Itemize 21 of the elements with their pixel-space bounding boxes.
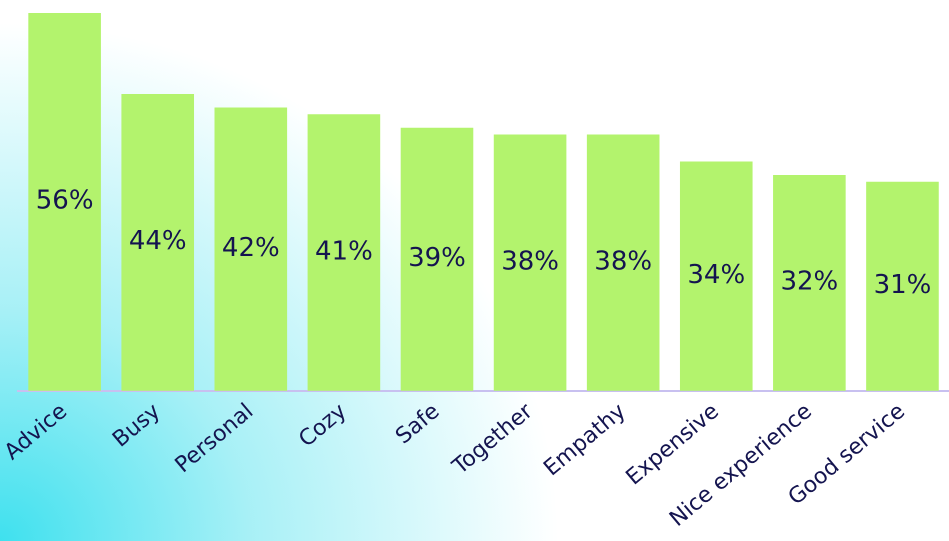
data-label: 38% [594,246,652,276]
bar [400,128,474,391]
bar [28,13,101,391]
bar [308,114,380,391]
data-label: 42% [222,232,280,263]
data-label: 39% [408,243,466,274]
data-label: 44% [128,226,187,256]
data-label: 56% [36,186,94,216]
data-label: 32% [780,266,838,297]
bar [866,182,939,391]
bar [586,134,660,391]
bar [680,161,753,391]
bar [121,94,194,391]
data-label: 34% [687,260,746,290]
bar [773,174,846,391]
data-label: 41% [315,236,373,266]
data-label: 38% [501,246,559,276]
data-label: 31% [874,270,932,300]
bar [494,134,566,391]
x-tick-label: Safe [391,398,445,450]
bar [214,107,288,391]
